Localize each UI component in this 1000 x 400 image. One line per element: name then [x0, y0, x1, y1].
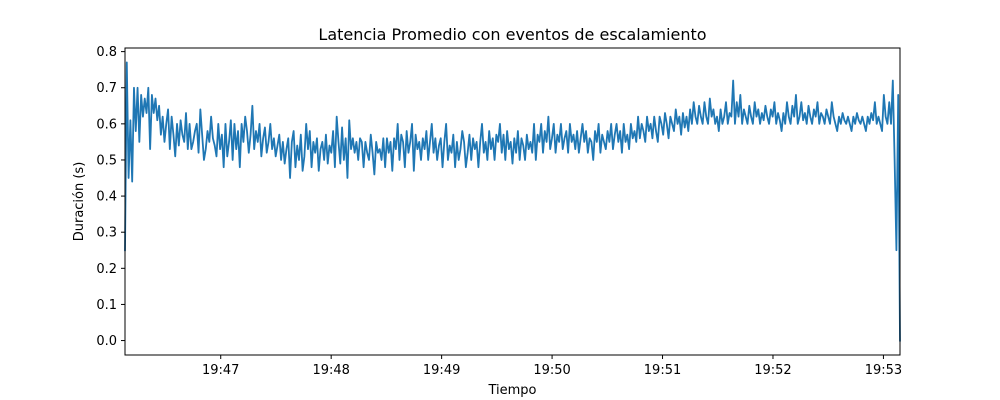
x-tick-label: 19:49 — [423, 363, 460, 378]
x-tick-label: 19:50 — [533, 363, 570, 378]
x-tick-label: 19:48 — [312, 363, 349, 378]
y-tick-label: 0.5 — [96, 153, 117, 168]
y-axis-label: Duración (s) — [72, 162, 87, 242]
x-tick-label: 19:53 — [865, 363, 902, 378]
y-tick-label: 0.6 — [96, 117, 117, 132]
x-tick-label: 19:51 — [644, 363, 681, 378]
y-tick-label: 0.2 — [96, 262, 117, 277]
plot-area — [124, 47, 901, 356]
y-tick-label: 0.8 — [96, 45, 117, 60]
chart-title: Latencia Promedio con eventos de escalam… — [318, 25, 706, 44]
y-tick-label: 0.1 — [96, 298, 117, 313]
x-axis: 19:47 19:48 19:49 19:50 19:51 19:52 19:53 — [202, 355, 902, 378]
y-tick-label: 0.3 — [96, 226, 117, 241]
y-tick-label: 0.7 — [96, 81, 117, 96]
y-tick-label: 0.0 — [96, 334, 117, 349]
series-line — [124, 61, 901, 342]
x-axis-label: Tiempo — [487, 383, 536, 398]
x-tick-label: 19:47 — [202, 363, 239, 378]
plot-frame — [124, 47, 901, 356]
y-tick-label: 0.4 — [96, 190, 117, 205]
y-axis: 0.0 0.1 0.2 0.3 0.4 0.5 0.6 0.7 0.8 — [96, 45, 125, 349]
x-tick-label: 19:52 — [754, 363, 791, 378]
